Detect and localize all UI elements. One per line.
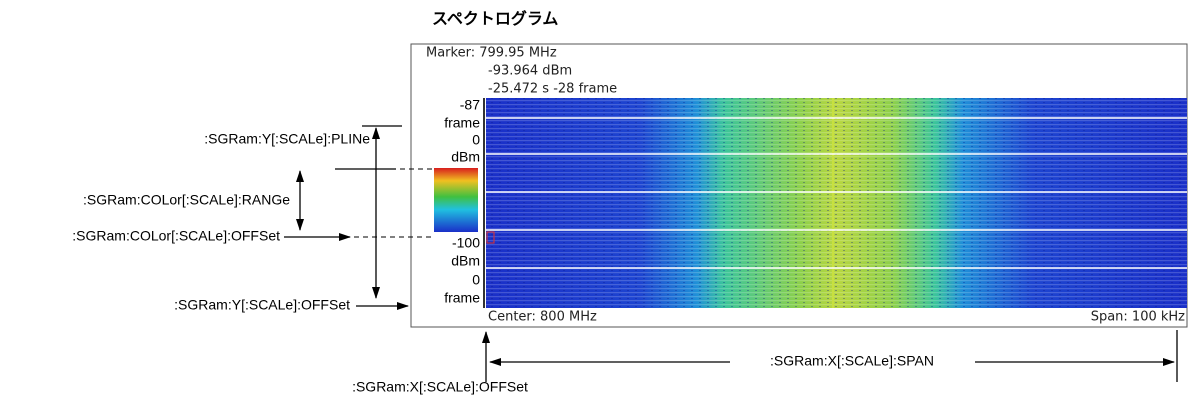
y-bottom-zero: 0	[472, 272, 480, 288]
marker-freq: Marker: 799.95 MHz	[426, 46, 557, 61]
title: スペクトログラム	[432, 9, 558, 28]
color-bottom-unit: dBm	[451, 253, 480, 269]
marker-time: -25.472 s -28 frame	[488, 82, 617, 97]
y-top: -87	[460, 97, 480, 113]
color-bottom: -100	[452, 235, 480, 251]
color-bar	[434, 168, 478, 232]
y-top-unit: frame	[444, 115, 480, 131]
y-pline-label: :SGRam:Y[:SCALe]:PLINe	[204, 131, 370, 147]
color-top-unit: dBm	[451, 149, 480, 165]
color-range-label: :SGRam:COLor[:SCALe]:RANGe	[83, 192, 290, 208]
y-top-zero: 0	[472, 132, 480, 148]
x-offset-label: :SGRam:X[:SCALe]:OFFSet	[352, 379, 528, 395]
y-bottom-unit: frame	[444, 290, 480, 306]
spectrogram-texture	[486, 98, 1187, 308]
color-offset-label: :SGRam:COLor[:SCALe]:OFFSet	[72, 228, 280, 244]
diagram: スペクトログラム Marker: 799.95 MHz -93.964 dBm …	[0, 0, 1195, 400]
span: Span: 100 kHz	[1091, 310, 1185, 325]
marker-level: -93.964 dBm	[488, 64, 572, 79]
x-span-label: :SGRam:X[:SCALe]:SPAN	[770, 353, 934, 369]
y-offset-label: :SGRam:Y[:SCALe]:OFFSet	[174, 297, 350, 313]
center-freq: Center: 800 MHz	[488, 310, 597, 325]
